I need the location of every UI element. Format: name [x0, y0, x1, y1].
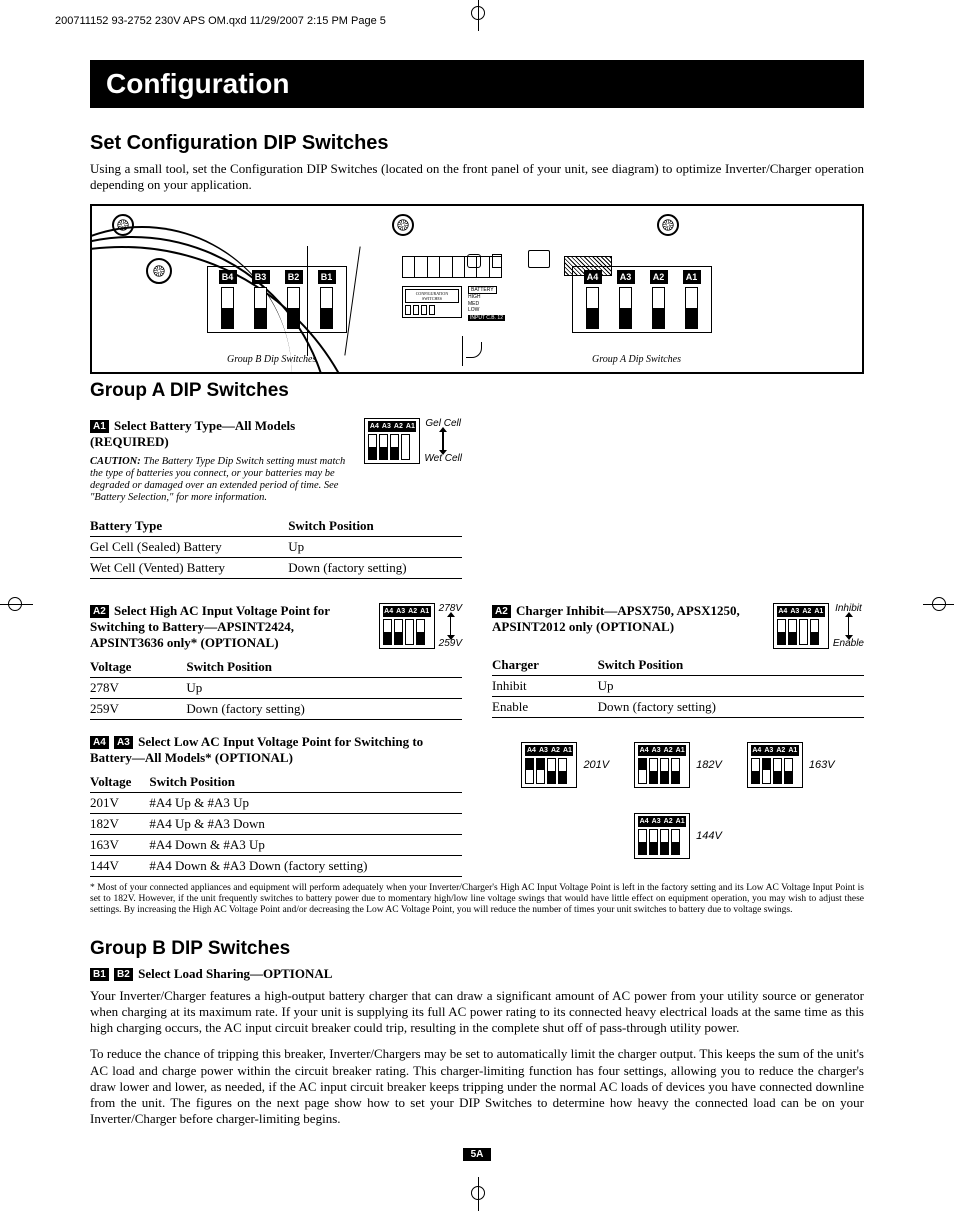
groupb-subtitle: Select Load Sharing—OPTIONAL — [138, 966, 332, 981]
heading-group-b: Group B DIP Switches — [90, 938, 864, 960]
diagram-group-a-dip: A4 A3 A2 A1 — [572, 266, 712, 333]
caption-group-a: Group A Dip Switches — [592, 354, 681, 365]
screw-icon — [392, 214, 414, 236]
caption-group-b: Group B Dip Switches — [227, 354, 316, 365]
badge-a3: A3 — [114, 736, 133, 749]
banner-configuration: Configuration — [90, 60, 864, 108]
voltage-dip-grid: A4A3A2A1 201V A4A3A2A1 182V A4A3A2A1 163… — [492, 742, 864, 859]
a1-mini-dip: A4A3A2A1 — [364, 418, 420, 464]
front-panel-diagram: B4 B3 B2 B1 Group B Dip Switches CONFIGU… — [90, 204, 864, 374]
print-header: 200711152 93-2752 230V APS OM.qxd 11/29/… — [55, 15, 386, 27]
crop-bottom — [471, 1186, 485, 1200]
a2l-mini-dip: A4A3A2A1 — [379, 603, 435, 649]
crop-right — [932, 597, 946, 611]
a2r-table: ChargerSwitch Position InhibitUp EnableD… — [492, 655, 864, 718]
a2l-title: Select High AC Input Voltage Point for S… — [90, 603, 330, 650]
a2r-mini-dip: A4A3A2A1 — [773, 603, 829, 649]
mid-panel: CONFIGURATION SWITCHES BATTERY HIGHMEDLO… — [402, 256, 505, 322]
diagram-group-b-dip: B4 B3 B2 B1 — [207, 266, 347, 333]
page-number: 5A — [463, 1148, 491, 1161]
badge-a1: A1 — [90, 420, 109, 433]
crop-left — [8, 597, 22, 611]
badge-b1: B1 — [90, 968, 109, 981]
a2r-arrow: InhibitEnable — [833, 603, 864, 649]
a2l-arrow: 278V259V — [439, 603, 462, 649]
a34-table: VoltageSwitch Position 201V#A4 Up & #A3 … — [90, 772, 462, 877]
groupb-p2: To reduce the chance of tripping this br… — [90, 1046, 864, 1127]
badge-a2-right: A2 — [492, 605, 511, 618]
a1-title: Select Battery Type—All Models (REQUIRED… — [90, 418, 295, 449]
footnote: * Most of your connected appliances and … — [90, 883, 864, 916]
badge-a4: A4 — [90, 736, 109, 749]
badge-a2-left: A2 — [90, 605, 109, 618]
badge-b2: B2 — [114, 968, 133, 981]
a34-title: Select Low AC Input Voltage Point for Sw… — [90, 734, 423, 765]
a1-caution: CAUTION: The Battery Type Dip Switch set… — [90, 456, 354, 504]
groupb-p1: Your Inverter/Charger features a high-ou… — [90, 988, 864, 1037]
crop-top — [471, 6, 485, 20]
screw-icon — [657, 214, 679, 236]
a2r-title: Charger Inhibit—APSX750, APSX1250, APSIN… — [492, 603, 740, 634]
a2l-table: VoltageSwitch Position 278VUp 259VDown (… — [90, 657, 462, 720]
a1-arrow: Gel Cell Wet Cell — [424, 418, 462, 464]
a1-table: Battery TypeSwitch Position Gel Cell (Se… — [90, 516, 462, 579]
heading-group-a: Group A DIP Switches — [90, 380, 864, 402]
heading-set-dip: Set Configuration DIP Switches — [90, 132, 864, 155]
intro-text: Using a small tool, set the Configuratio… — [90, 161, 864, 194]
